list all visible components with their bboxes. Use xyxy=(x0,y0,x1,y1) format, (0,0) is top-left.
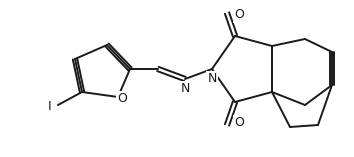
Text: O: O xyxy=(234,8,244,22)
Text: O: O xyxy=(234,116,244,130)
Text: I: I xyxy=(48,100,52,114)
Text: O: O xyxy=(117,92,127,106)
Text: N: N xyxy=(207,73,217,86)
Text: N: N xyxy=(180,82,190,95)
